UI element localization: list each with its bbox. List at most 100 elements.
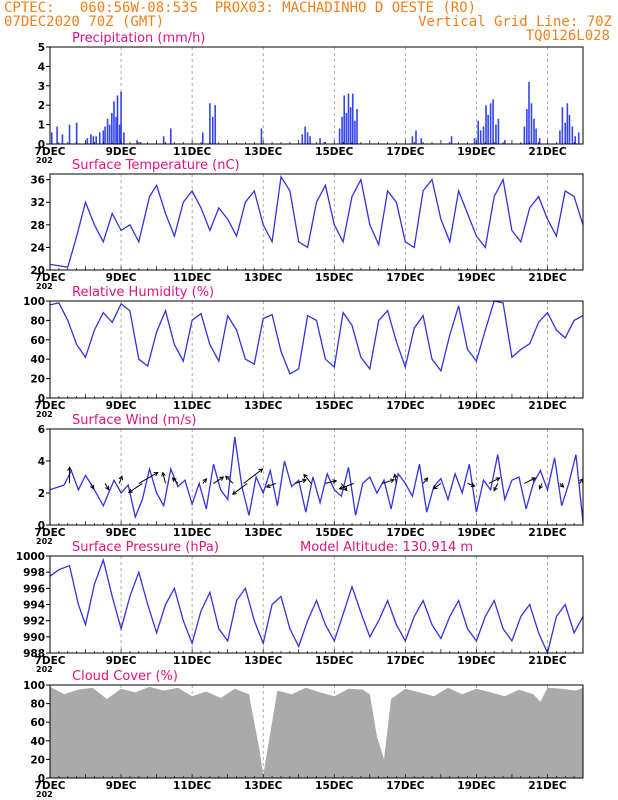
precipitation-bar — [102, 130, 105, 144]
humidity-title: Relative Humidity (%) — [72, 285, 214, 300]
wind-arrow-head — [559, 483, 565, 488]
precipitation-bar — [411, 136, 414, 144]
wind-x-tick-label: 17DEC — [386, 527, 425, 539]
wind-arrow — [303, 474, 312, 484]
precipitation-bar — [108, 124, 111, 144]
precipitation-x-tick-label: 13DEC — [244, 146, 283, 158]
precipitation-bar — [116, 95, 119, 144]
cloud-cover-year-label: 202 — [36, 790, 53, 799]
wind-x-tick-label: 13DEC — [244, 527, 283, 539]
temperature-x-tick-label: 15DEC — [315, 272, 354, 284]
humidity-x-tick-label: 21DEC — [528, 400, 567, 412]
pressure-series-line — [49, 557, 584, 656]
cloud-cover-x-tick-label: 11DEC — [173, 780, 212, 792]
precipitation-bar — [450, 136, 453, 144]
cloud-cover-x-tick-label: 19DEC — [457, 780, 496, 792]
wind-arrow — [162, 472, 166, 484]
precipitation-bar — [118, 124, 121, 144]
wind-arrow — [524, 477, 536, 484]
pressure-y-tick-label: 994 — [23, 600, 45, 612]
precipitation-bar — [559, 130, 561, 144]
precipitation-bar — [482, 126, 485, 144]
precipitation-bar — [523, 126, 526, 144]
cloud-cover-x-tick-label: 15DEC — [315, 780, 354, 792]
wind-arrow-head — [495, 477, 501, 482]
humidity-y-tick-label: 40 — [30, 354, 45, 366]
wind-arrow-head — [105, 485, 110, 491]
wind-arrow — [295, 479, 307, 484]
cloud-cover-x-tick-label: 21DEC — [528, 780, 567, 792]
cloud-cover-x-tick-label: 17DEC — [386, 780, 425, 792]
precipitation-bar — [351, 93, 354, 144]
temperature-y-tick-label: 32 — [30, 197, 45, 209]
wind-arrow — [339, 482, 354, 490]
wind-arrow — [104, 483, 110, 490]
wind-arrow — [325, 480, 337, 484]
wind-arrow — [422, 477, 428, 484]
pressure-x-tick-label: 17DEC — [386, 655, 425, 667]
precipitation-bar — [214, 105, 217, 144]
humidity-y-tick-label: 100 — [23, 296, 45, 308]
humidity-x-tick-label: 7DEC — [35, 400, 66, 412]
precipitation-bar — [86, 138, 89, 144]
cloud-cover-y-tick-label: 60 — [30, 717, 45, 729]
precipitation-bar — [561, 107, 564, 144]
precipitation-bar — [538, 138, 541, 144]
temperature-y-tick-label: 20 — [30, 265, 45, 277]
precipitation-bar — [170, 128, 172, 144]
precipitation-bar — [260, 128, 263, 144]
temperature-x-tick-label: 7DEC — [35, 272, 66, 284]
humidity-y-tick-label: 20 — [30, 374, 45, 386]
wind-arrow — [213, 476, 224, 484]
humidity-x-tick-label: 15DEC — [315, 400, 354, 412]
precipitation-bar — [304, 126, 306, 144]
temperature-y-tick-label: 24 — [30, 242, 45, 254]
precipitation-bar — [136, 140, 138, 144]
precipitation-y-tick-label: 0 — [38, 139, 45, 151]
wind-arrow-head — [423, 477, 429, 483]
wind-arrow-head — [202, 478, 208, 483]
cloud-cover-x-tick-label: 7DEC — [35, 780, 66, 792]
wind-y-tick-label: 0 — [38, 520, 45, 532]
cloud-cover-y-tick-label: 20 — [30, 754, 45, 766]
wind-arrow — [118, 476, 123, 484]
wind-arrow-head — [225, 475, 230, 481]
wind-arrow-head — [332, 479, 338, 484]
header-datetime: 07DEC2020 70Z (GMT) — [4, 14, 165, 30]
wind-arrow-head — [303, 473, 308, 479]
precipitation-bar — [123, 132, 125, 144]
humidity-series-line — [49, 300, 584, 375]
wind-y-tick-label: 6 — [38, 424, 45, 436]
wind-arrow — [394, 474, 397, 484]
precipitation-bar — [306, 132, 309, 144]
precipitation-bar — [415, 130, 417, 144]
pressure-y-tick-label: 996 — [23, 583, 45, 595]
precipitation-bar — [104, 126, 106, 144]
wind-arrow — [138, 472, 158, 484]
precipitation-y-tick-label: 5 — [38, 42, 45, 54]
precipitation-bar — [485, 105, 487, 144]
precipitation-bar — [341, 116, 343, 144]
wind-arrow-head — [493, 486, 498, 492]
precipitation-bar — [139, 142, 142, 144]
precipitation-year-label: 202 — [36, 156, 53, 165]
wind-arrow-head — [258, 468, 264, 473]
precipitation-bar — [504, 140, 506, 144]
wind-x-tick-label: 7DEC — [35, 527, 66, 539]
precipitation-bar — [61, 134, 64, 144]
humidity-y-tick-label: 80 — [30, 315, 45, 327]
wind-arrow-head — [342, 486, 348, 492]
precipitation-bar — [301, 134, 304, 144]
wind-title: Surface Wind (m/s) — [72, 413, 196, 428]
humidity-year-label: 202 — [36, 410, 53, 419]
precipitation-bar — [56, 126, 58, 144]
header-vertical-grid: Vertical Grid Line: 70Z — [418, 14, 612, 30]
wind-arrow-head — [67, 466, 72, 471]
precipitation-bar — [526, 109, 528, 144]
humidity-y-tick-label: 60 — [30, 335, 45, 347]
precipitation-bar — [347, 93, 350, 144]
humidity-x-tick-label: 19DEC — [457, 400, 496, 412]
wind-arrow-head — [389, 478, 395, 484]
temperature-title: Surface Temperature (nC) — [72, 158, 240, 173]
pressure-x-tick-label: 21DEC — [528, 655, 567, 667]
